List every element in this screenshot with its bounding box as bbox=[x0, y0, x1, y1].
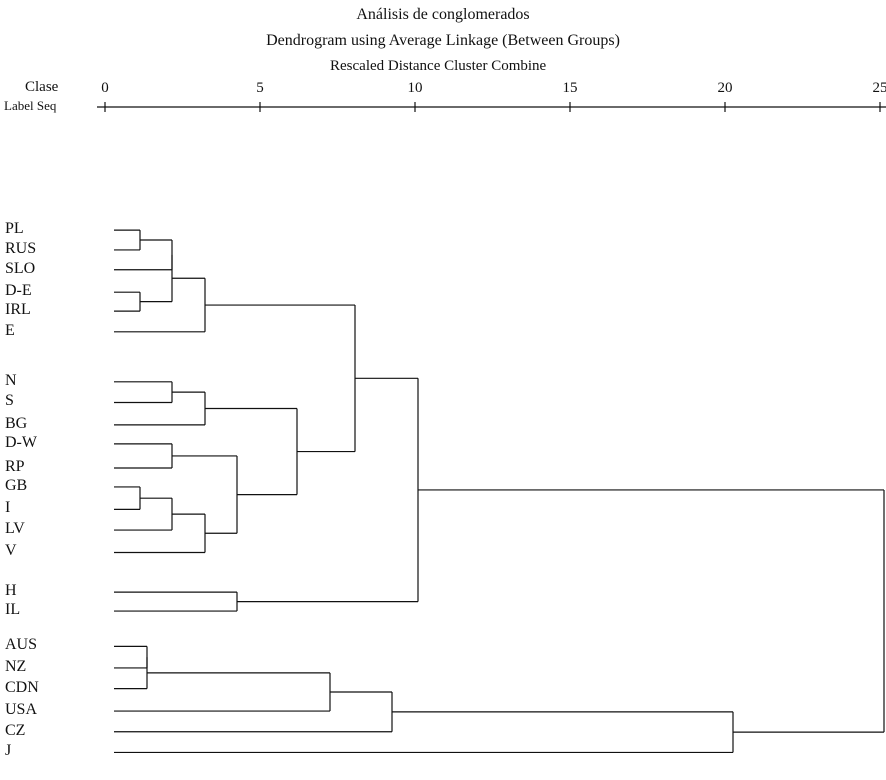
leaf-label: RUS bbox=[5, 239, 37, 257]
leaf-label: E bbox=[5, 321, 15, 339]
leaf-label: CZ bbox=[5, 721, 26, 739]
leaf-label: AUS bbox=[5, 636, 38, 654]
leaf-label: J bbox=[5, 742, 12, 760]
axis-tick-label: 0 bbox=[101, 80, 109, 96]
leaf-label: RP bbox=[5, 458, 25, 475]
axis-tick-label: 5 bbox=[256, 80, 264, 96]
leaf-label: D-W bbox=[5, 433, 37, 451]
leaf-label: NZ bbox=[5, 657, 27, 675]
leaf-label: SLO bbox=[5, 259, 36, 277]
axis-tick-label: 10 bbox=[407, 80, 423, 96]
leaf-label: S bbox=[5, 392, 14, 410]
leaf-label: I bbox=[5, 499, 11, 517]
column-label-clase: Clase bbox=[25, 79, 59, 95]
leaf-label: D-E bbox=[5, 282, 32, 300]
leaf-label: LV bbox=[5, 520, 25, 538]
axis-tick-label: 20 bbox=[717, 80, 733, 96]
leaf-label: V bbox=[5, 542, 17, 560]
chart-title: Análisis de conglomerados bbox=[356, 6, 530, 23]
leaf-label: GB bbox=[5, 476, 28, 494]
leaf-label: N bbox=[5, 371, 17, 389]
leaf-label: IRL bbox=[5, 301, 31, 319]
leaf-label: BG bbox=[5, 414, 28, 432]
axis-tick-label: 25 bbox=[872, 80, 886, 96]
axis-tick-label: 15 bbox=[562, 80, 578, 96]
axis-title: Rescaled Distance Cluster Combine bbox=[330, 58, 547, 74]
column-label-seq: Label Seq bbox=[4, 98, 57, 113]
chart-subtitle: Dendrogram using Average Linkage (Betwee… bbox=[266, 32, 620, 49]
leaf-label: USA bbox=[5, 701, 38, 719]
leaf-label: H bbox=[5, 582, 17, 600]
leaf-label: PL bbox=[5, 220, 24, 238]
leaf-label: IL bbox=[5, 601, 21, 619]
leaf-label: CDN bbox=[5, 678, 39, 696]
